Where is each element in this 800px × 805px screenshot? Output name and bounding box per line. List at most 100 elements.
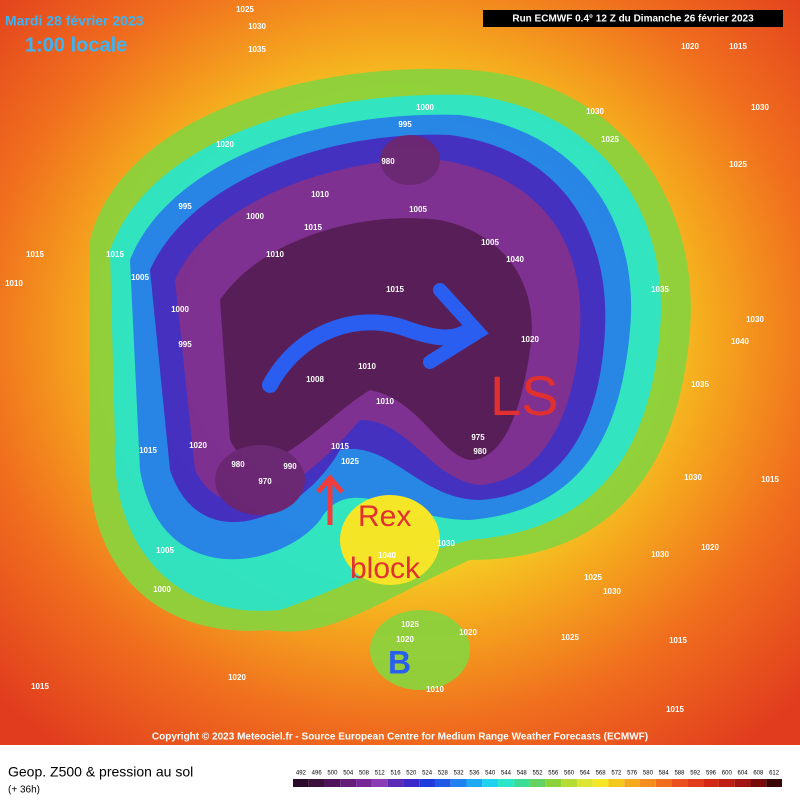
- isobar-label: 1020: [216, 140, 234, 149]
- isobar-label: 1010: [266, 250, 284, 259]
- isobar-label: 1015: [304, 223, 322, 232]
- isobar-label: 980: [381, 157, 395, 166]
- isobar-label: 1030: [684, 473, 702, 482]
- scale-label: 544: [501, 771, 512, 777]
- isobar-label: 990: [283, 462, 297, 471]
- scale-label: 512: [375, 771, 386, 777]
- isobar-label: 1015: [386, 285, 404, 294]
- isobar-label: 1015: [106, 250, 124, 259]
- scale-label: 568: [596, 771, 607, 777]
- scale-label: 560: [564, 771, 575, 777]
- isobar-label: 1015: [669, 636, 687, 645]
- isobar-label: 1005: [409, 205, 427, 214]
- scale-label: 596: [706, 771, 717, 777]
- isobar-label: 980: [473, 447, 487, 456]
- annotation-block: Rex: [358, 500, 411, 533]
- scale-swatch: [640, 779, 656, 787]
- isobar-label: 1025: [729, 160, 747, 169]
- copyright: Copyright © 2023 Meteociel.fr - Source E…: [152, 732, 648, 743]
- annotation-block: block: [350, 552, 421, 585]
- isobar-label: 1010: [426, 685, 444, 694]
- map-date: Mardi 28 février 2023: [5, 13, 144, 29]
- scale-swatch: [513, 779, 530, 787]
- isobar-label: 1005: [156, 546, 174, 555]
- isobar-label: 1015: [666, 705, 684, 714]
- scale-swatch: [545, 779, 562, 787]
- isobar-label: 970: [258, 477, 272, 486]
- scale-swatch: [450, 779, 467, 787]
- scale-label: 548: [517, 771, 528, 777]
- isobar-label: 1020: [701, 543, 719, 552]
- scale-swatch: [766, 779, 782, 787]
- scale-label: 604: [738, 771, 749, 777]
- isobar-label: 1035: [248, 45, 266, 54]
- scale-swatch: [308, 779, 325, 787]
- geopotential-fields: [89, 68, 691, 690]
- isobar-label: 1030: [437, 539, 455, 548]
- isobar-label: 1030: [586, 107, 604, 116]
- isobar-label: 1020: [459, 628, 477, 637]
- scale-swatch: [419, 779, 435, 787]
- map-time: 1:00 locale: [25, 34, 127, 56]
- footer-title: Geop. Z500 & pression au sol: [8, 764, 193, 780]
- isobar-label: 1000: [171, 305, 189, 314]
- scale-swatch: [734, 779, 751, 787]
- scale-swatch: [387, 779, 404, 787]
- isobar-label: 1025: [401, 620, 419, 629]
- isobar-label: 1000: [246, 212, 264, 221]
- scale-label: 572: [611, 771, 622, 777]
- isobar-label: 1010: [311, 190, 329, 199]
- isobar-label: 1030: [751, 103, 769, 112]
- isobar-label: 1015: [331, 442, 349, 451]
- isobar-label: 1035: [691, 380, 709, 389]
- isobar-label: 980: [231, 460, 245, 469]
- isobar-label: 1020: [396, 635, 414, 644]
- isobar-label: 975: [471, 433, 485, 442]
- scale-swatch: [324, 779, 341, 787]
- scale-swatch: [466, 779, 483, 787]
- isobar-label: 1020: [189, 441, 207, 450]
- scale-swatch: [434, 779, 451, 787]
- isobar-label: 1015: [26, 250, 44, 259]
- scale-label: 532: [454, 771, 465, 777]
- isobar-label: 1030: [651, 550, 669, 559]
- scale-label: 524: [422, 771, 433, 777]
- scale-swatch: [371, 779, 388, 787]
- scale-label: 584: [659, 771, 670, 777]
- scale-swatch: [687, 779, 704, 787]
- isobar-label: 1030: [248, 22, 266, 31]
- scale-label: 556: [548, 771, 559, 777]
- scale-label: 516: [391, 771, 402, 777]
- annotation-high: LS: [490, 364, 559, 427]
- scale-label: 536: [469, 771, 480, 777]
- isobar-label: 1025: [341, 457, 359, 466]
- scale-swatch: [703, 779, 719, 787]
- scale-label: 600: [722, 771, 733, 777]
- scale-swatch: [561, 779, 577, 787]
- isobar-label: 1030: [603, 587, 621, 596]
- scale-swatch: [356, 779, 372, 787]
- scale-label: 500: [327, 771, 338, 777]
- isobar-label: 995: [178, 340, 192, 349]
- scale-label: 608: [753, 771, 764, 777]
- isobar-label: 1000: [153, 585, 171, 594]
- scale-label: 612: [769, 771, 780, 777]
- isobar-label: 1025: [584, 573, 602, 582]
- scale-label: 564: [580, 771, 591, 777]
- scale-swatch: [655, 779, 672, 787]
- flow-arrow: [262, 314, 478, 393]
- isobar-label: 1000: [416, 103, 434, 112]
- scale-label: 576: [627, 771, 638, 777]
- isobar-label: 1025: [236, 5, 254, 14]
- isobar-label: 1005: [481, 238, 499, 247]
- isobar-label: 1040: [378, 551, 396, 560]
- scale-swatch: [293, 779, 309, 787]
- run-info: Run ECMWF 0.4° 12 Z du Dimanche 26 févri…: [512, 14, 754, 25]
- scale-label: 592: [690, 771, 701, 777]
- annotation-low: B: [388, 644, 411, 680]
- isobar-label: 1015: [31, 682, 49, 691]
- scale-swatch: [718, 779, 735, 787]
- scale-swatch: [498, 779, 514, 787]
- scale-swatch: [340, 779, 357, 787]
